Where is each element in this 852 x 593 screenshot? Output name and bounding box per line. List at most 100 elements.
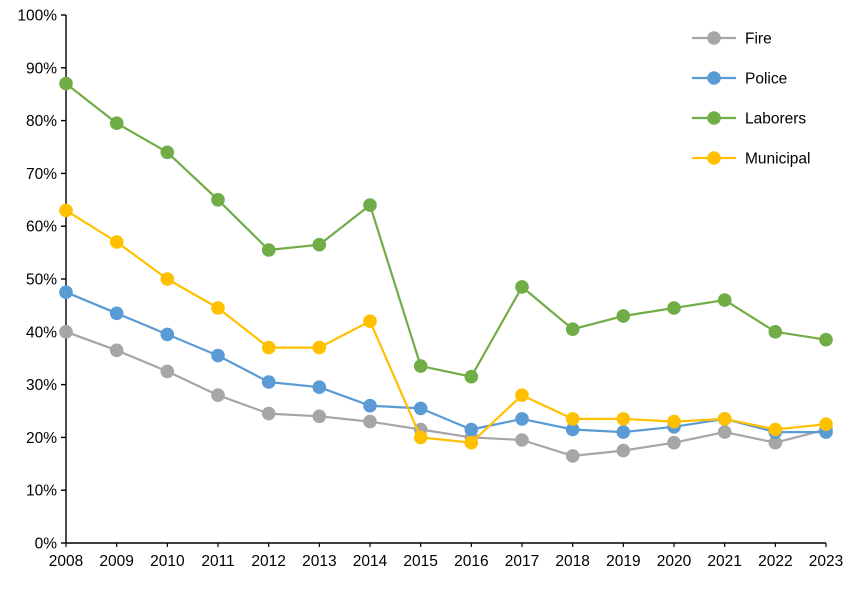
- data-point-police: [515, 412, 529, 426]
- legend-label-municipal: Municipal: [745, 151, 810, 168]
- y-tick-label: 90%: [26, 60, 57, 77]
- x-tick-label: 2018: [555, 553, 589, 570]
- data-point-municipal: [59, 203, 73, 218]
- x-tick-label: 2010: [150, 553, 185, 570]
- data-point-laborers: [464, 369, 479, 384]
- data-point-police: [160, 327, 175, 342]
- x-tick-label: 2020: [657, 553, 692, 570]
- x-tick-label: 2009: [99, 553, 133, 570]
- x-tick-label: 2015: [403, 553, 437, 570]
- y-tick-label: 10%: [26, 483, 57, 500]
- series-police: [59, 285, 833, 439]
- data-point-police: [413, 401, 428, 416]
- legend-item-police: Police: [692, 71, 787, 88]
- data-point-fire: [667, 435, 681, 450]
- data-point-fire: [616, 443, 631, 458]
- data-point-laborers: [819, 332, 833, 347]
- data-point-police: [464, 422, 479, 437]
- data-point-fire: [363, 414, 377, 429]
- data-point-police: [565, 422, 580, 437]
- series-line-municipal: [64, 209, 828, 444]
- legend-marker-fire: [707, 31, 721, 45]
- x-tick-label: 2014: [353, 553, 388, 570]
- legend-item-municipal: Municipal: [692, 151, 810, 168]
- data-point-police: [363, 398, 377, 413]
- data-point-municipal: [211, 301, 225, 315]
- data-point-laborers: [717, 293, 732, 307]
- series-line-laborers: [64, 82, 828, 378]
- data-point-municipal: [819, 417, 833, 432]
- data-point-municipal: [160, 272, 175, 286]
- x-tick-label: 2016: [454, 553, 488, 570]
- legend-item-laborers: Laborers: [692, 111, 806, 128]
- data-point-municipal: [515, 388, 529, 403]
- data-point-municipal: [717, 412, 732, 426]
- data-point-fire: [768, 435, 783, 450]
- data-point-laborers: [261, 243, 276, 257]
- y-tick-label: 100%: [17, 8, 57, 25]
- y-tick-label: 70%: [26, 166, 57, 183]
- x-tick-label: 2012: [251, 553, 285, 570]
- data-point-municipal: [667, 414, 681, 429]
- data-point-police: [211, 348, 225, 363]
- data-point-police: [312, 380, 327, 395]
- y-tick-label: 0%: [35, 536, 58, 553]
- data-point-laborers: [211, 193, 225, 207]
- y-tick-label: 60%: [26, 219, 57, 236]
- data-point-laborers: [59, 76, 73, 91]
- data-point-police: [616, 425, 631, 439]
- x-tick-label: 2022: [758, 553, 792, 570]
- data-point-fire: [717, 425, 732, 439]
- data-point-fire: [160, 364, 175, 379]
- data-point-laborers: [515, 280, 529, 294]
- data-point-laborers: [413, 359, 428, 373]
- data-point-municipal: [565, 412, 580, 426]
- data-point-fire: [261, 406, 276, 421]
- y-tick-label: 30%: [26, 377, 57, 394]
- data-point-police: [59, 285, 73, 300]
- legend-marker-laborers: [707, 111, 721, 125]
- y-tick-label: 20%: [26, 430, 57, 447]
- data-point-fire: [109, 343, 124, 358]
- data-point-municipal: [413, 430, 428, 445]
- series-municipal: [59, 203, 833, 450]
- y-tick-label: 50%: [26, 272, 57, 289]
- data-point-laborers: [616, 309, 631, 323]
- legend-item-fire: Fire: [692, 31, 772, 48]
- legend-label-police: Police: [745, 71, 787, 88]
- data-point-laborers: [109, 116, 124, 130]
- x-tick-label: 2013: [302, 553, 336, 570]
- legend-marker-municipal: [707, 151, 721, 165]
- data-point-laborers: [667, 301, 681, 315]
- data-point-laborers: [565, 322, 580, 337]
- legend: Fire Police Laborers Municipal: [692, 31, 810, 168]
- data-point-municipal: [768, 422, 783, 437]
- data-point-fire: [59, 325, 73, 339]
- x-tick-label: 2017: [505, 553, 539, 570]
- series-line-fire: [64, 330, 828, 457]
- data-point-municipal: [464, 435, 479, 450]
- series-line-police: [64, 291, 828, 434]
- data-point-fire: [211, 388, 225, 403]
- legend-marker-police: [707, 71, 721, 85]
- data-point-laborers: [312, 237, 327, 252]
- series-laborers: [59, 76, 833, 384]
- data-point-fire: [515, 433, 529, 447]
- data-point-fire: [312, 409, 327, 424]
- legend-label-laborers: Laborers: [745, 111, 806, 128]
- data-point-fire: [565, 449, 580, 463]
- data-point-laborers: [768, 325, 783, 339]
- x-tick-label: 2019: [606, 553, 640, 570]
- series-fire: [59, 325, 833, 463]
- y-tick-label: 80%: [26, 113, 57, 130]
- data-point-laborers: [160, 145, 175, 160]
- x-tick-label: 2023: [809, 553, 843, 570]
- x-tick-label: 2008: [49, 553, 83, 570]
- data-point-police: [261, 375, 276, 389]
- y-tick-label: 40%: [26, 324, 57, 341]
- data-point-laborers: [363, 198, 377, 212]
- data-point-municipal: [616, 412, 631, 426]
- x-tick-label: 2021: [707, 553, 741, 570]
